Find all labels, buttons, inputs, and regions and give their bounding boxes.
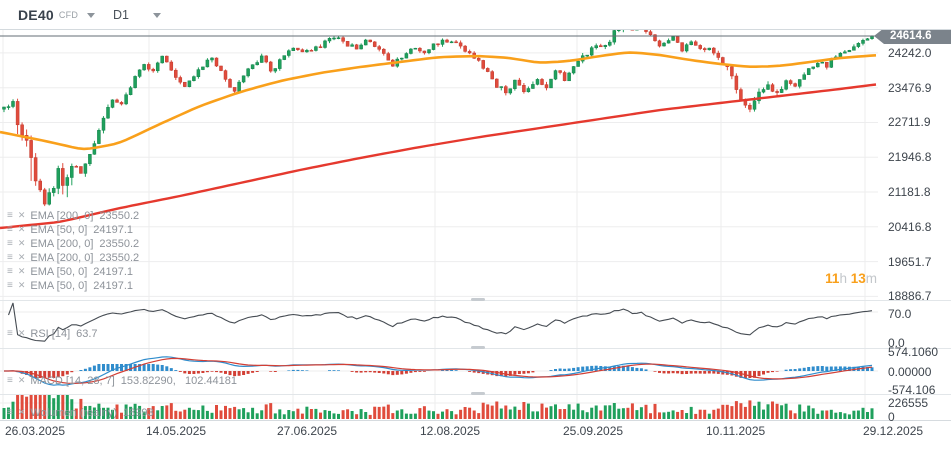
macd-axis-tick: 0.00000 (888, 365, 932, 379)
instrument-type-label: CFD (58, 10, 79, 20)
indicator-close-icon[interactable]: ✕ (17, 238, 26, 248)
timer-hours: 11 (825, 271, 840, 286)
time-axis-label: 27.06.2025 (277, 424, 338, 438)
indicator-label: EMA [50, 0] (30, 279, 88, 292)
indicator-value: 24197.1 (93, 279, 134, 292)
panel-resize-grip[interactable] (471, 298, 485, 301)
indicator-value: 18993 (123, 406, 154, 419)
indicator-row-ema: ≡ ✕ EMA [200, 0] 23550.2 (7, 251, 139, 264)
price-tick: 24242.0 (888, 45, 932, 60)
rsi-axis-tick: 70.0 (888, 307, 912, 321)
chevron-down-icon (152, 13, 161, 18)
current-price-badge: 24614.6 (874, 28, 951, 44)
timeframe-label: D1 (113, 7, 129, 22)
time-axis-label: 12.08.2025 (420, 424, 481, 438)
timeframe-selector[interactable]: D1 (113, 0, 161, 29)
time-axis-label: 14.05.2025 (146, 424, 207, 438)
indicator-value: 23550.2 (99, 251, 140, 264)
indicator-row-rsi: ≡ ✕ RSI [14] 63.7 (7, 327, 98, 340)
indicator-settings-icon[interactable]: ≡ (7, 238, 13, 249)
indicator-value: 24197.1 (93, 223, 134, 236)
indicator-settings-icon[interactable]: ≡ (7, 224, 13, 235)
indicator-label: EMA [200, 0] (30, 237, 94, 250)
indicator-label: EMA [50, 0] (30, 265, 88, 278)
panel-resize-grip[interactable] (471, 392, 485, 395)
indicator-value: 24197.1 (93, 265, 134, 278)
indicator-label: EMA [200, 0] (30, 209, 94, 222)
price-tick: 19651.7 (888, 254, 932, 269)
timer-minutes: 13 (850, 271, 866, 286)
indicator-close-icon[interactable]: ✕ (17, 328, 26, 338)
macd-axis-tick: -574.106 (888, 383, 936, 397)
timer-hours-unit: h (839, 271, 847, 286)
time-axis-label: 10.11.2025 (706, 424, 766, 438)
indicator-row-volume: ≡ ✕ Wolumen (realny) 18993 (7, 406, 154, 419)
panel-resize-grip[interactable] (471, 346, 485, 349)
price-tick: 21946.8 (888, 150, 932, 165)
rsi-axis-tick: 0.0 (888, 336, 905, 350)
price-tick: 20416.8 (888, 219, 932, 234)
current-price-value: 24614.6 (890, 30, 932, 42)
indicator-value: 23550.2 (99, 209, 140, 222)
indicator-close-icon[interactable]: ✕ (17, 280, 26, 290)
indicator-settings-icon[interactable]: ≡ (7, 266, 13, 277)
volume-axis-tick: 226555 (888, 396, 929, 410)
indicator-settings-icon[interactable]: ≡ (7, 210, 13, 221)
volume-axis-tick: 0 (888, 410, 895, 424)
indicator-label: Wolumen (realny) (30, 406, 117, 419)
indicator-row-ema: ≡ ✕ EMA [50, 0] 24197.1 (7, 223, 133, 236)
price-tick: 23476.9 (888, 80, 932, 95)
price-tick: 22711.9 (888, 115, 931, 130)
session-countdown: 11h 13m (745, 271, 877, 286)
indicator-row-ema: ≡ ✕ EMA [50, 0] 24197.1 (7, 279, 133, 292)
time-axis-label: 29.12.2025 (863, 424, 924, 438)
indicator-settings-icon[interactable]: ≡ (7, 328, 13, 339)
chevron-down-icon (87, 13, 96, 18)
indicator-label: EMA [50, 0] (30, 223, 88, 236)
indicator-close-icon[interactable]: ✕ (17, 224, 26, 234)
indicator-settings-icon[interactable]: ≡ (7, 375, 13, 386)
axis-separator (0, 420, 951, 421)
time-axis-label: 26.03.2025 (5, 424, 66, 438)
indicator-close-icon[interactable]: ✕ (17, 252, 26, 262)
indicator-value: 153.82290, 102.44181 (120, 374, 237, 387)
indicator-row-ema: ≡ ✕ EMA [200, 0] 23550.2 (7, 237, 139, 250)
indicator-settings-icon[interactable]: ≡ (7, 407, 13, 418)
indicator-row-ema: ≡ ✕ EMA [50, 0] 24197.1 (7, 265, 133, 278)
indicator-label: EMA [200, 0] (30, 251, 94, 264)
price-tick: 21181.8 (888, 185, 931, 200)
chart-header: DE40 CFD D1 (0, 0, 951, 30)
indicator-settings-icon[interactable]: ≡ (7, 280, 13, 291)
indicator-row-macd: ≡ ✕ MACD [14, 28, 7] 153.82290, 102.44181 (7, 374, 237, 387)
indicator-value: 23550.2 (99, 237, 140, 250)
instrument-selector[interactable]: DE40 CFD (18, 0, 96, 29)
macd-axis-tick: 574.1060 (888, 345, 939, 359)
indicator-settings-icon[interactable]: ≡ (7, 252, 13, 263)
indicator-close-icon[interactable]: ✕ (17, 210, 26, 220)
indicator-close-icon[interactable]: ✕ (17, 407, 26, 417)
indicator-label: MACD [14, 28, 7] (30, 374, 115, 387)
indicator-close-icon[interactable]: ✕ (17, 266, 26, 276)
timer-minutes-unit: m (865, 271, 877, 286)
indicator-row-ema: ≡ ✕ EMA [200, 0] 23550.2 (7, 209, 139, 222)
symbol-label: DE40 (18, 6, 54, 23)
time-axis-label: 25.09.2025 (563, 424, 624, 438)
price-tick: 18886.7 (888, 289, 932, 304)
indicator-label: RSI [14] (30, 327, 71, 340)
indicator-value: 63.7 (76, 327, 98, 340)
indicator-close-icon[interactable]: ✕ (17, 375, 26, 385)
